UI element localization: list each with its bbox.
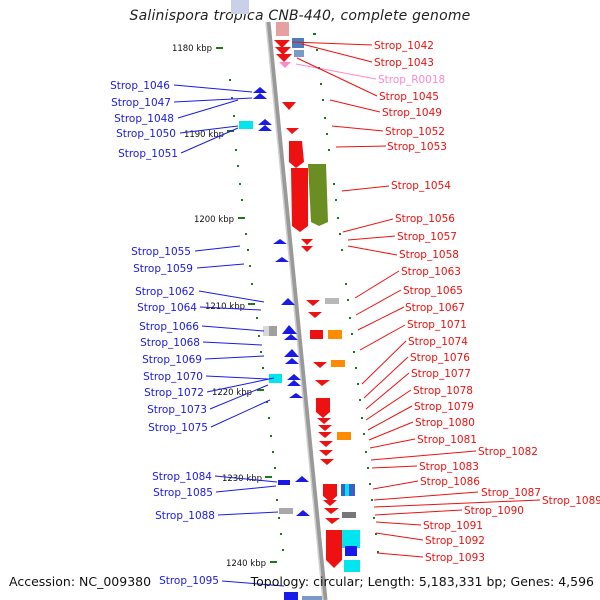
gene-label-strop-1045: Strop_1045 <box>379 91 439 103</box>
gene-label-strop-1068: Strop_1068 <box>140 337 200 349</box>
gene-label-strop-1092: Strop_1092 <box>425 535 485 547</box>
gene-label-strop-1072: Strop_1072 <box>144 387 204 399</box>
gene-label-strop-1053: Strop_1053 <box>387 141 447 153</box>
kbp-label-1180: 1180 kbp <box>172 44 212 54</box>
gene-label-strop-1080: Strop_1080 <box>415 417 475 429</box>
gene-label-strop-1066: Strop_1066 <box>139 321 199 333</box>
other-genes <box>231 0 356 518</box>
kbp-label-1190: 1190 kbp <box>184 130 224 140</box>
gene-label-strop-1056: Strop_1056 <box>395 213 455 225</box>
gene-label-strop-1050: Strop_1050 <box>116 128 176 140</box>
gene-label-strop-1062: Strop_1062 <box>135 286 195 298</box>
gene-label-strop-1043: Strop_1043 <box>374 57 434 69</box>
gene-label-strop-1054: Strop_1054 <box>391 180 451 192</box>
gene-label-strop-1084: Strop_1084 <box>152 471 212 483</box>
gene-label-strop-1076: Strop_1076 <box>410 352 470 364</box>
gene-label-strop-1086: Strop_1086 <box>420 476 480 488</box>
tick-marks-right <box>313 33 379 553</box>
gene-label-strop-1081: Strop_1081 <box>417 434 477 446</box>
gene-label-strop-1065: Strop_1065 <box>403 285 463 297</box>
gene-label-strop-1090: Strop_1090 <box>464 505 524 517</box>
plus-strand-genes <box>239 87 310 600</box>
gene-label-strop-1051: Strop_1051 <box>118 148 178 160</box>
gene-label-strop-1058: Strop_1058 <box>399 249 459 261</box>
gene-label-strop-1070: Strop_1070 <box>143 371 203 383</box>
gene-label-strop-1077: Strop_1077 <box>411 368 471 380</box>
kbp-label-1210: 1210 kbp <box>205 302 245 312</box>
accession-label: Accession: NC_009380 <box>9 574 152 589</box>
gene-label-strop-1069: Strop_1069 <box>142 354 202 366</box>
gene-label-strop-1064: Strop_1064 <box>137 302 197 314</box>
genome-title: Salinispora tropica CNB-440, complete ge… <box>129 8 471 24</box>
gene-label-strop-1082: Strop_1082 <box>478 446 538 458</box>
gene-label-strop-1055: Strop_1055 <box>131 246 191 258</box>
gene-label-strop-1079: Strop_1079 <box>414 401 474 413</box>
gene-label-strop-1078: Strop_1078 <box>413 385 473 397</box>
gene-label-strop-1047: Strop_1047 <box>111 97 171 109</box>
gene-label-strop-1088: Strop_1088 <box>155 510 215 522</box>
kbp-label-1220: 1220 kbp <box>212 388 252 398</box>
gene-label-strop-1049: Strop_1049 <box>382 107 442 119</box>
kbp-tick-lines <box>216 47 277 563</box>
tick-marks-left <box>229 79 284 551</box>
gene-label-strop-r0018: Strop_R0018 <box>378 74 445 86</box>
gene-label-strop-1046: Strop_1046 <box>110 80 170 92</box>
gene-label-strop-1075: Strop_1075 <box>148 422 208 434</box>
gene-label-strop-1073: Strop_1073 <box>147 404 207 416</box>
gene-label-strop-1067: Strop_1067 <box>405 302 465 314</box>
gene-label-strop-1091: Strop_1091 <box>423 520 483 532</box>
right-leader-lines <box>291 41 541 558</box>
gene-label-strop-1083: Strop_1083 <box>419 461 479 473</box>
gene-label-strop-1074: Strop_1074 <box>408 336 468 348</box>
gene-label-strop-1048: Strop_1048 <box>114 113 174 125</box>
genome-axis-highlight <box>265 21 324 600</box>
gene-label-strop-1057: Strop_1057 <box>397 231 457 243</box>
gene-label-strop-1085: Strop_1085 <box>153 487 213 499</box>
topology-label: Topology: circular; Length: 5,183,331 bp… <box>250 574 594 589</box>
minus-strand-genes <box>274 22 360 600</box>
gene-label-strop-1042: Strop_1042 <box>374 40 434 52</box>
kbp-label-1240: 1240 kbp <box>226 559 266 569</box>
right-gene-labels: Strop_1042 Strop_1043 Strop_R0018 Strop_… <box>374 40 600 564</box>
gene-label-strop-1059: Strop_1059 <box>133 263 193 275</box>
gene-label-strop-1095: Strop_1095 <box>159 575 219 587</box>
gene-label-strop-1052: Strop_1052 <box>385 126 445 138</box>
left-gene-labels: Strop_1046 Strop_1047 Strop_1048 Strop_1… <box>110 80 219 587</box>
left-leader-lines <box>173 84 285 587</box>
gene-label-strop-1071: Strop_1071 <box>407 319 467 331</box>
gene-label-strop-1089: Strop_1089 <box>542 495 600 507</box>
kbp-label-1200: 1200 kbp <box>194 215 234 225</box>
gene-label-strop-1063: Strop_1063 <box>401 266 461 278</box>
gene-label-strop-1093: Strop_1093 <box>425 552 485 564</box>
gene-label-strop-1087: Strop_1087 <box>481 487 541 499</box>
genome-axis <box>265 21 328 600</box>
